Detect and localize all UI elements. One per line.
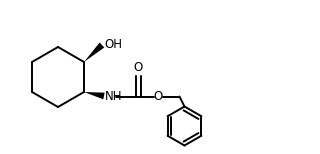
Text: OH: OH [105, 38, 123, 51]
Text: NH: NH [105, 90, 123, 103]
Polygon shape [84, 43, 104, 62]
Polygon shape [84, 92, 105, 99]
Text: O: O [154, 90, 163, 103]
Text: O: O [134, 61, 143, 74]
